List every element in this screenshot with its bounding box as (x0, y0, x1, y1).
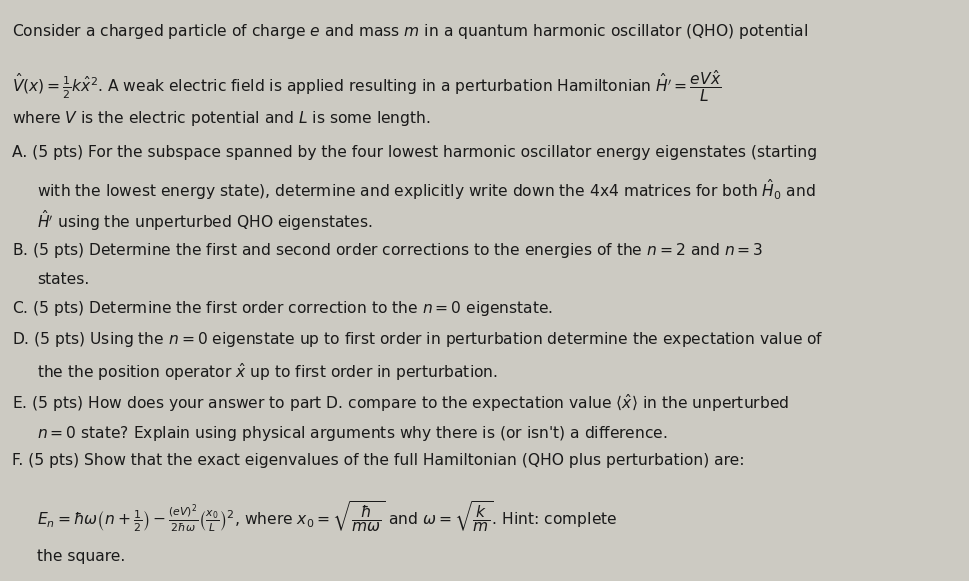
Text: the the position operator $\hat{x}$ up to first order in perturbation.: the the position operator $\hat{x}$ up t… (37, 361, 498, 383)
Text: B. (5 pts) Determine the first and second order corrections to the energies of t: B. (5 pts) Determine the first and secon… (12, 241, 763, 260)
Text: Consider a charged particle of charge $e$ and mass $m$ in a quantum harmonic osc: Consider a charged particle of charge $e… (12, 22, 808, 41)
Text: E. (5 pts) How does your answer to part D. compare to the expectation value $\la: E. (5 pts) How does your answer to part … (12, 392, 789, 414)
Text: $n = 0$ state? Explain using physical arguments why there is (or isn't) a differ: $n = 0$ state? Explain using physical ar… (37, 424, 668, 443)
Text: $E_n = \hbar\omega\left(n + \frac{1}{2}\right) - \frac{(eV)^2}{2\hbar\omega}\lef: $E_n = \hbar\omega\left(n + \frac{1}{2}\… (37, 500, 617, 535)
Text: F. (5 pts) Show that the exact eigenvalues of the full Hamiltonian (QHO plus per: F. (5 pts) Show that the exact eigenvalu… (12, 453, 744, 468)
Text: D. (5 pts) Using the $n = 0$ eigenstate up to first order in perturbation determ: D. (5 pts) Using the $n = 0$ eigenstate … (12, 330, 824, 349)
Text: $\hat{H}^{\prime}$ using the unperturbed QHO eigenstates.: $\hat{H}^{\prime}$ using the unperturbed… (37, 208, 373, 233)
Text: A. (5 pts) For the subspace spanned by the four lowest harmonic oscillator energ: A. (5 pts) For the subspace spanned by t… (12, 145, 817, 160)
Text: with the lowest energy state), determine and explicitly write down the 4x4 matri: with the lowest energy state), determine… (37, 177, 816, 202)
Text: the square.: the square. (37, 549, 125, 564)
Text: C. (5 pts) Determine the first order correction to the $n = 0$ eigenstate.: C. (5 pts) Determine the first order cor… (12, 299, 553, 318)
Text: $\hat{V}(x) = \frac{1}{2}k\hat{x}^2$. A weak electric field is applied resulting: $\hat{V}(x) = \frac{1}{2}k\hat{x}^2$. A … (12, 69, 721, 105)
Text: states.: states. (37, 272, 89, 288)
Text: where $V$ is the electric potential and $L$ is some length.: where $V$ is the electric potential and … (12, 109, 430, 128)
